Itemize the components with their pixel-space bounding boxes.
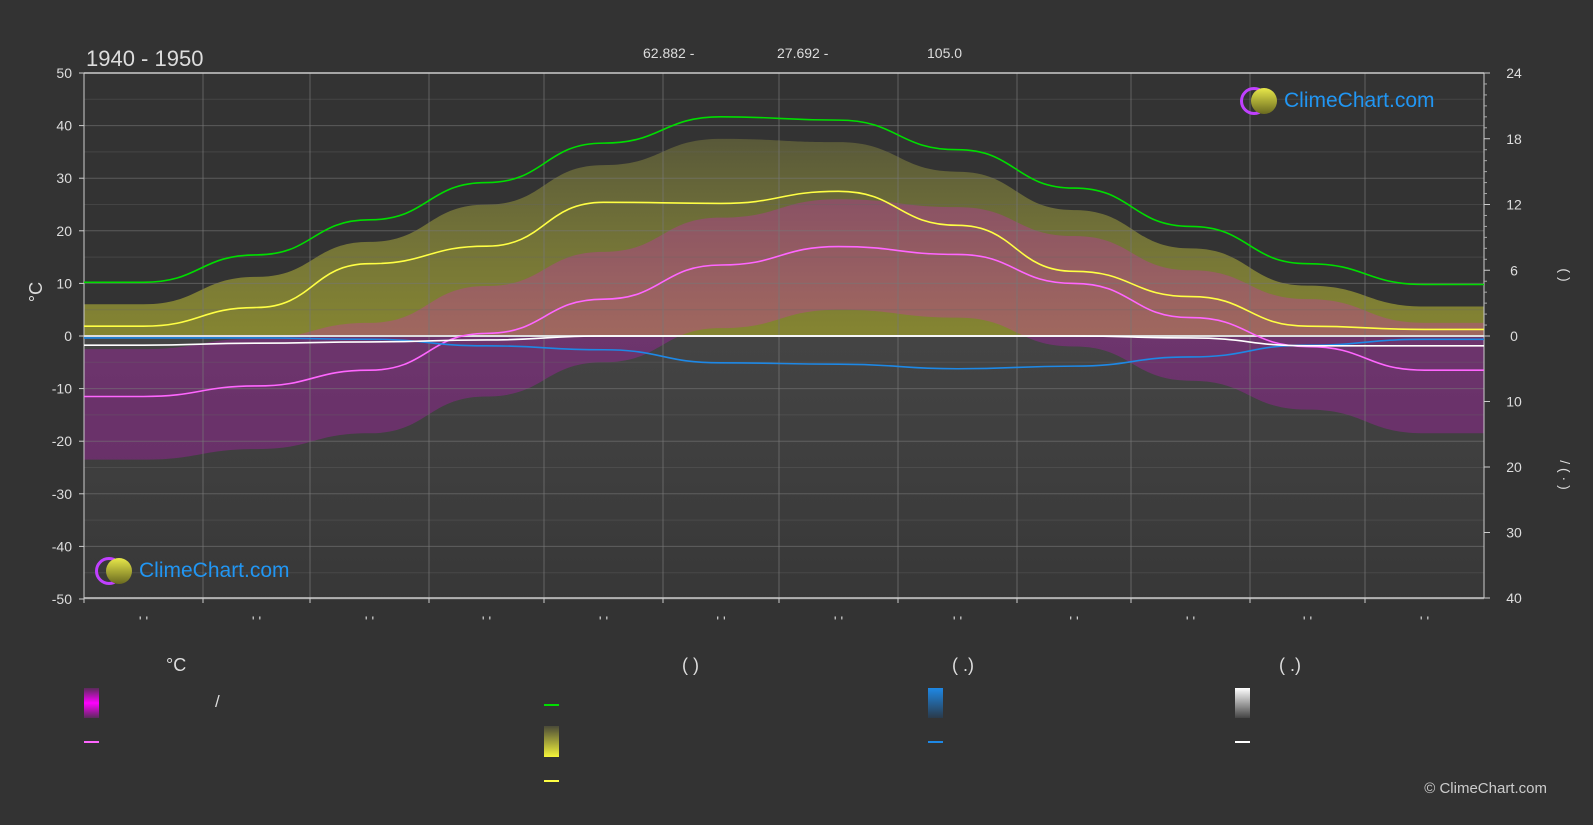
climate-chart: 50 40 30 20 10 0 -10 -20 -30 -40 -50 24 18 12 6 0 10 20 30…	[26, 65, 1573, 629]
left-tick-label: -10	[52, 381, 72, 397]
legend-rain-title: ( .)	[952, 655, 974, 675]
month-label: ' '	[252, 613, 261, 629]
legend-sunshine-line	[544, 780, 559, 782]
legend-temp-range-swatch	[84, 688, 99, 718]
month-label: ' '	[1069, 613, 1078, 629]
left-tick-label: -50	[52, 591, 72, 607]
left-tick-label: 40	[56, 118, 72, 134]
sunshine-area	[84, 138, 1484, 336]
stat-1: 62.882 -	[643, 45, 695, 61]
left-tick-label: 50	[56, 65, 72, 81]
legend-snow-line	[1235, 741, 1250, 743]
legend-sun-title: ( )	[682, 655, 699, 675]
legend-snow-title: ( .)	[1279, 655, 1301, 675]
logo-icon	[1240, 87, 1277, 115]
month-label: ' '	[599, 613, 608, 629]
month-label: ' '	[716, 613, 725, 629]
rain-mm-line	[84, 337, 1484, 370]
left-tick-label: 30	[56, 170, 72, 186]
month-label: ' '	[953, 613, 962, 629]
right-axis-label-mm: / ( · )	[1557, 460, 1573, 490]
legend-temp-mean-line	[84, 741, 99, 743]
month-label: ' '	[834, 613, 843, 629]
month-label: ' '	[1186, 613, 1195, 629]
left-tick-label: -20	[52, 433, 72, 449]
copyright: © ClimeChart.com	[1424, 780, 1547, 797]
stat-2: 27.692 -	[777, 45, 829, 61]
legend-rain-line	[928, 741, 943, 743]
daylight-hours-line	[83, 116, 1484, 286]
legend-temp-slash: /	[215, 692, 220, 711]
right-tick-label-mm: 30	[1506, 525, 1522, 541]
legend-daylight-line	[544, 704, 559, 706]
logo-text: ClimeChart.com	[1284, 89, 1435, 112]
right-tick-label-hours: 24	[1506, 65, 1522, 81]
right-tick-label-hours: 12	[1506, 197, 1522, 213]
right-axis-label-hours: ( )	[1557, 268, 1573, 281]
left-tick-label: 10	[56, 275, 72, 291]
right-tick-label-hours: 18	[1506, 131, 1522, 147]
left-tick-label: -30	[52, 486, 72, 502]
right-tick-label-mm: 10	[1506, 394, 1522, 410]
period-title: 1940 - 1950	[86, 46, 204, 71]
logo-bottom: ClimeChart.com	[95, 557, 290, 585]
month-label: ' '	[365, 613, 374, 629]
precipitation-area	[84, 336, 1484, 598]
left-tick-label: -40	[52, 538, 72, 554]
right-tick-label-mm: 20	[1506, 459, 1522, 475]
left-tick-label: 20	[56, 223, 72, 239]
logo-top: ClimeChart.com	[1240, 87, 1435, 115]
month-label: ' '	[482, 613, 491, 629]
month-label: ' '	[1420, 613, 1429, 629]
legend-sunshine-swatch	[544, 726, 559, 757]
right-tick-label-mm: 40	[1506, 590, 1522, 606]
stat-3: 105.0	[927, 45, 963, 61]
left-axis-label: °C	[26, 282, 46, 302]
month-label: ' '	[1303, 613, 1312, 629]
logo-icon	[95, 557, 132, 585]
logo-text: ClimeChart.com	[139, 559, 290, 582]
right-tick-label-hours: 0	[1510, 328, 1518, 344]
left-tick-label: 0	[64, 328, 72, 344]
legend-snow-swatch	[1235, 688, 1250, 718]
month-label: ' '	[139, 613, 148, 629]
right-tick-label-hours: 6	[1510, 262, 1518, 278]
legend-temp-title: °C	[166, 655, 187, 675]
snow-mm-line	[84, 335, 1484, 347]
temperature-range-band	[84, 199, 1484, 460]
sunshine-hours-line	[83, 190, 1484, 331]
legend-rain-swatch	[928, 688, 943, 718]
temperature-mean-line	[83, 245, 1484, 398]
